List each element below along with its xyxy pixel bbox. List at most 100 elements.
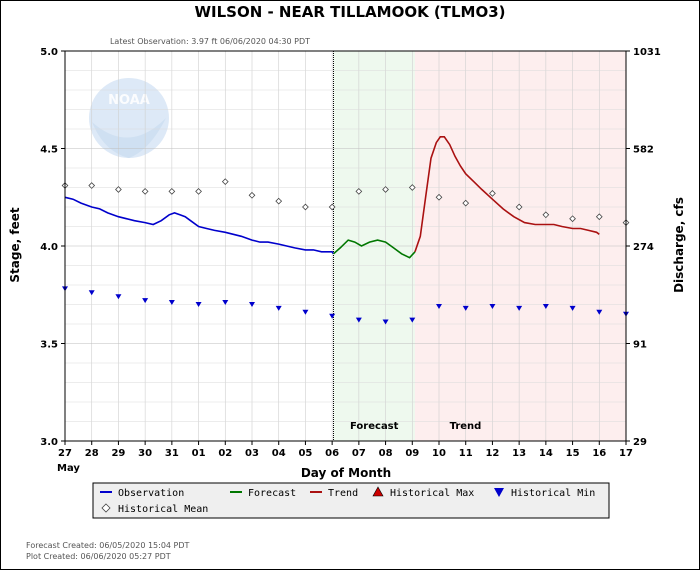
x-tick-label: 06 <box>325 448 339 459</box>
y-axis-label-left: Stage, feet <box>8 207 22 282</box>
y-tick-label-right: 582 <box>633 145 654 156</box>
x-tick-label: 04 <box>272 448 286 459</box>
legend-swatch-triangle-up <box>372 486 384 497</box>
historical-mean-point <box>302 203 309 211</box>
historical-mean-point <box>168 188 176 195</box>
legend-item: Observation <box>100 488 184 499</box>
legend-label: Historical Mean <box>118 504 208 515</box>
legend-label: Observation <box>118 488 184 499</box>
historical-mean-point <box>355 188 363 195</box>
x-tick-label: 28 <box>85 448 99 459</box>
x-tick-label: 01 <box>192 448 206 459</box>
legend: Observation Forecast Trend Historical Max Hi… <box>92 482 610 519</box>
x-tick-label: 12 <box>485 448 499 459</box>
legend-item: Trend <box>310 488 358 499</box>
historical-mean-point <box>462 199 470 207</box>
region-label-forecast: Forecast <box>350 421 399 432</box>
historical-min-point <box>436 303 442 309</box>
y-tick-label-left: 4.5 <box>40 145 58 156</box>
y-tick-label-right: 91 <box>633 340 647 351</box>
historical-mean-point <box>248 191 256 199</box>
x-tick-label: 27 <box>58 448 72 459</box>
chart-subtitle: Latest Observation: 3.97 ft 06/06/2020 0… <box>110 37 310 46</box>
legend-swatch-diamond <box>101 503 111 513</box>
series-observation <box>64 196 335 255</box>
y-tick-label-left: 5.0 <box>40 47 58 58</box>
x-tick-label: 09 <box>405 448 419 459</box>
historical-markers <box>61 178 630 325</box>
legend-label: Trend <box>328 488 358 499</box>
historical-mean-point <box>542 211 550 219</box>
x-tick-label: 05 <box>298 448 312 459</box>
historical-mean-point <box>408 184 416 191</box>
historical-mean-point <box>489 189 496 197</box>
x-tick-label: 17 <box>619 448 633 459</box>
legend-label: Historical Min <box>511 488 595 499</box>
historical-min-point <box>142 298 149 304</box>
chart-title: WILSON - NEAR TILLAMOOK (TLMO3) <box>194 3 505 21</box>
x-tick-label: 14 <box>539 448 553 459</box>
region-label-trend: Trend <box>450 421 482 432</box>
historical-min-point <box>596 309 603 315</box>
x-tick-label: 07 <box>352 448 366 459</box>
legend-item: Forecast <box>230 488 296 499</box>
x-tick-label: 15 <box>566 448 580 459</box>
region-labels: Forecast Trend <box>350 421 481 432</box>
historical-min-point <box>88 290 95 296</box>
x-axis-label: Day of Month <box>301 466 391 480</box>
historical-min-point <box>222 300 229 306</box>
y-tick-label-left: 3.5 <box>40 340 58 351</box>
historical-min-point <box>382 319 389 325</box>
legend-label: Forecast <box>248 488 296 499</box>
historical-min-point <box>409 317 416 323</box>
historical-min-point <box>195 302 202 307</box>
legend-item: Historical Max <box>372 486 474 499</box>
axes: 27 28 29 30 31 01 02 03 04 05 06 07 08 09 10 11 12 13 14 15… <box>40 47 661 459</box>
series-forecast <box>332 239 416 259</box>
historical-min-point <box>355 317 362 323</box>
y-tick-label-right: 29 <box>633 437 647 448</box>
historical-min-point <box>302 309 309 315</box>
y-tick-label-left: 4.0 <box>40 242 58 253</box>
historical-min-point <box>275 305 282 311</box>
footer-forecast-created: Forecast Created: 06/05/2020 15:04 PDT <box>26 541 190 550</box>
historical-min-point <box>569 305 576 311</box>
logo-wave <box>92 118 166 158</box>
y-axis-label-right: Discharge, cfs <box>672 197 686 293</box>
historical-mean-point <box>569 215 576 223</box>
historical-mean-point <box>515 203 523 211</box>
x-tick-label: 11 <box>459 448 473 459</box>
x-tick-label: 30 <box>138 448 152 459</box>
grid-lines <box>64 50 627 442</box>
x-tick-label: 29 <box>111 448 125 459</box>
legend-swatch-triangle-down <box>494 488 504 497</box>
historical-mean-point <box>221 178 229 186</box>
historical-min-point <box>516 305 523 311</box>
x-tick-label: 13 <box>512 448 526 459</box>
y-tick-label-right: 274 <box>633 242 654 253</box>
historical-min-point <box>249 302 255 307</box>
historical-mean-point <box>88 182 96 189</box>
historical-min-point <box>542 303 549 309</box>
legend-label: Historical Max <box>390 488 474 499</box>
x-tick-label: 31 <box>165 448 179 459</box>
legend-item: Historical Mean <box>101 503 208 515</box>
logo-text: NOAA <box>108 93 150 108</box>
historical-mean-point <box>141 188 149 195</box>
historical-mean-point <box>382 186 389 193</box>
historical-mean-point <box>328 203 336 211</box>
series-trend <box>414 136 600 253</box>
historical-min-point <box>168 300 175 306</box>
footer-plot-created: Plot Created: 06/06/2020 05:27 PDT <box>26 552 171 561</box>
legend-item: Historical Min <box>494 488 595 499</box>
historical-mean-point <box>275 197 283 205</box>
historical-min-point <box>329 313 336 319</box>
historical-min-point <box>462 305 469 311</box>
x-tick-label: 16 <box>592 448 606 459</box>
historical-mean-point <box>115 186 122 193</box>
y-tick-label-left: 3.0 <box>40 437 58 448</box>
x-tick-label: 10 <box>432 448 446 459</box>
x-tick-label: 03 <box>245 448 259 459</box>
historical-min-point <box>115 294 122 300</box>
